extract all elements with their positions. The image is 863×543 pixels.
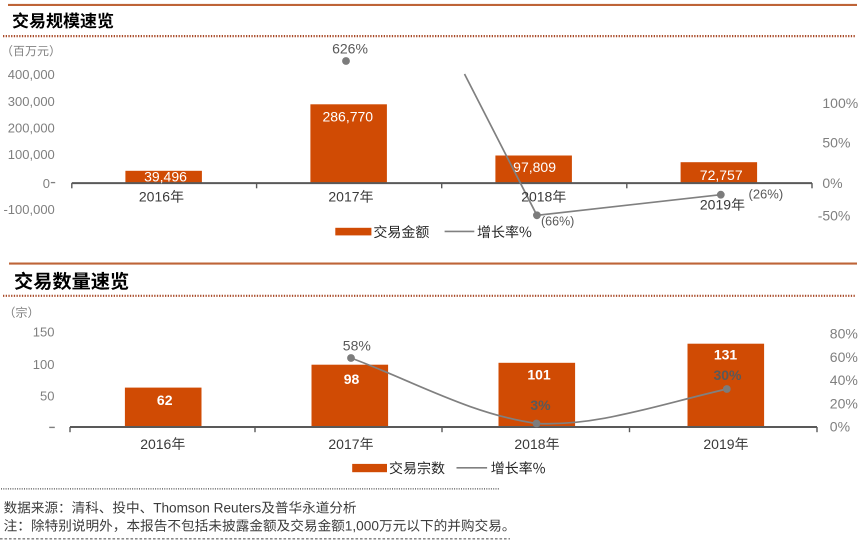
svg-text:0%: 0% <box>822 175 842 191</box>
svg-text:2019: 2019 <box>700 197 731 213</box>
svg-text:2019: 2019 <box>703 436 734 452</box>
svg-text:3%: 3% <box>530 397 551 413</box>
svg-text:200,000: 200,000 <box>8 121 55 136</box>
svg-text:97,809: 97,809 <box>513 159 556 175</box>
svg-text:20%: 20% <box>830 396 858 412</box>
svg-text:60%: 60% <box>830 349 858 365</box>
svg-text:2017: 2017 <box>328 189 359 205</box>
svg-text:626%: 626% <box>332 40 368 56</box>
svg-text:50%: 50% <box>822 135 850 151</box>
svg-text:2018: 2018 <box>521 189 552 205</box>
svg-text:100,000: 100,000 <box>8 147 55 162</box>
svg-text:400,000: 400,000 <box>8 67 55 82</box>
svg-text:80%: 80% <box>830 326 858 342</box>
svg-text:50: 50 <box>40 388 54 403</box>
svg-text:131: 131 <box>714 347 738 363</box>
svg-text:100: 100 <box>33 357 55 372</box>
svg-text:62: 62 <box>157 392 173 408</box>
svg-text:300,000: 300,000 <box>8 94 55 109</box>
svg-text:100%: 100% <box>822 95 858 111</box>
svg-text:0%: 0% <box>830 419 850 435</box>
svg-text:58%: 58% <box>343 338 371 354</box>
svg-text:2016: 2016 <box>140 436 171 452</box>
svg-text:0: 0 <box>43 176 50 191</box>
svg-text:(26%): (26%) <box>749 186 784 201</box>
svg-text:(66%): (66%) <box>541 215 574 229</box>
svg-text:286,770: 286,770 <box>322 109 373 125</box>
svg-text:30%: 30% <box>713 367 742 383</box>
svg-text:2016: 2016 <box>139 189 170 205</box>
svg-text:Thomson Reuters: Thomson Reuters <box>153 501 261 516</box>
svg-text:101: 101 <box>527 367 551 383</box>
svg-text:72,757: 72,757 <box>700 167 743 183</box>
svg-text:1,000: 1,000 <box>345 519 380 534</box>
svg-text:2018: 2018 <box>514 436 545 452</box>
svg-text:-100,000: -100,000 <box>3 202 54 217</box>
svg-text:150: 150 <box>33 324 55 339</box>
svg-text:39,496: 39,496 <box>144 169 187 185</box>
svg-text:98: 98 <box>344 371 360 387</box>
svg-text:2017: 2017 <box>328 436 359 452</box>
svg-text:40%: 40% <box>830 372 858 388</box>
svg-text:-50%: -50% <box>818 207 851 223</box>
